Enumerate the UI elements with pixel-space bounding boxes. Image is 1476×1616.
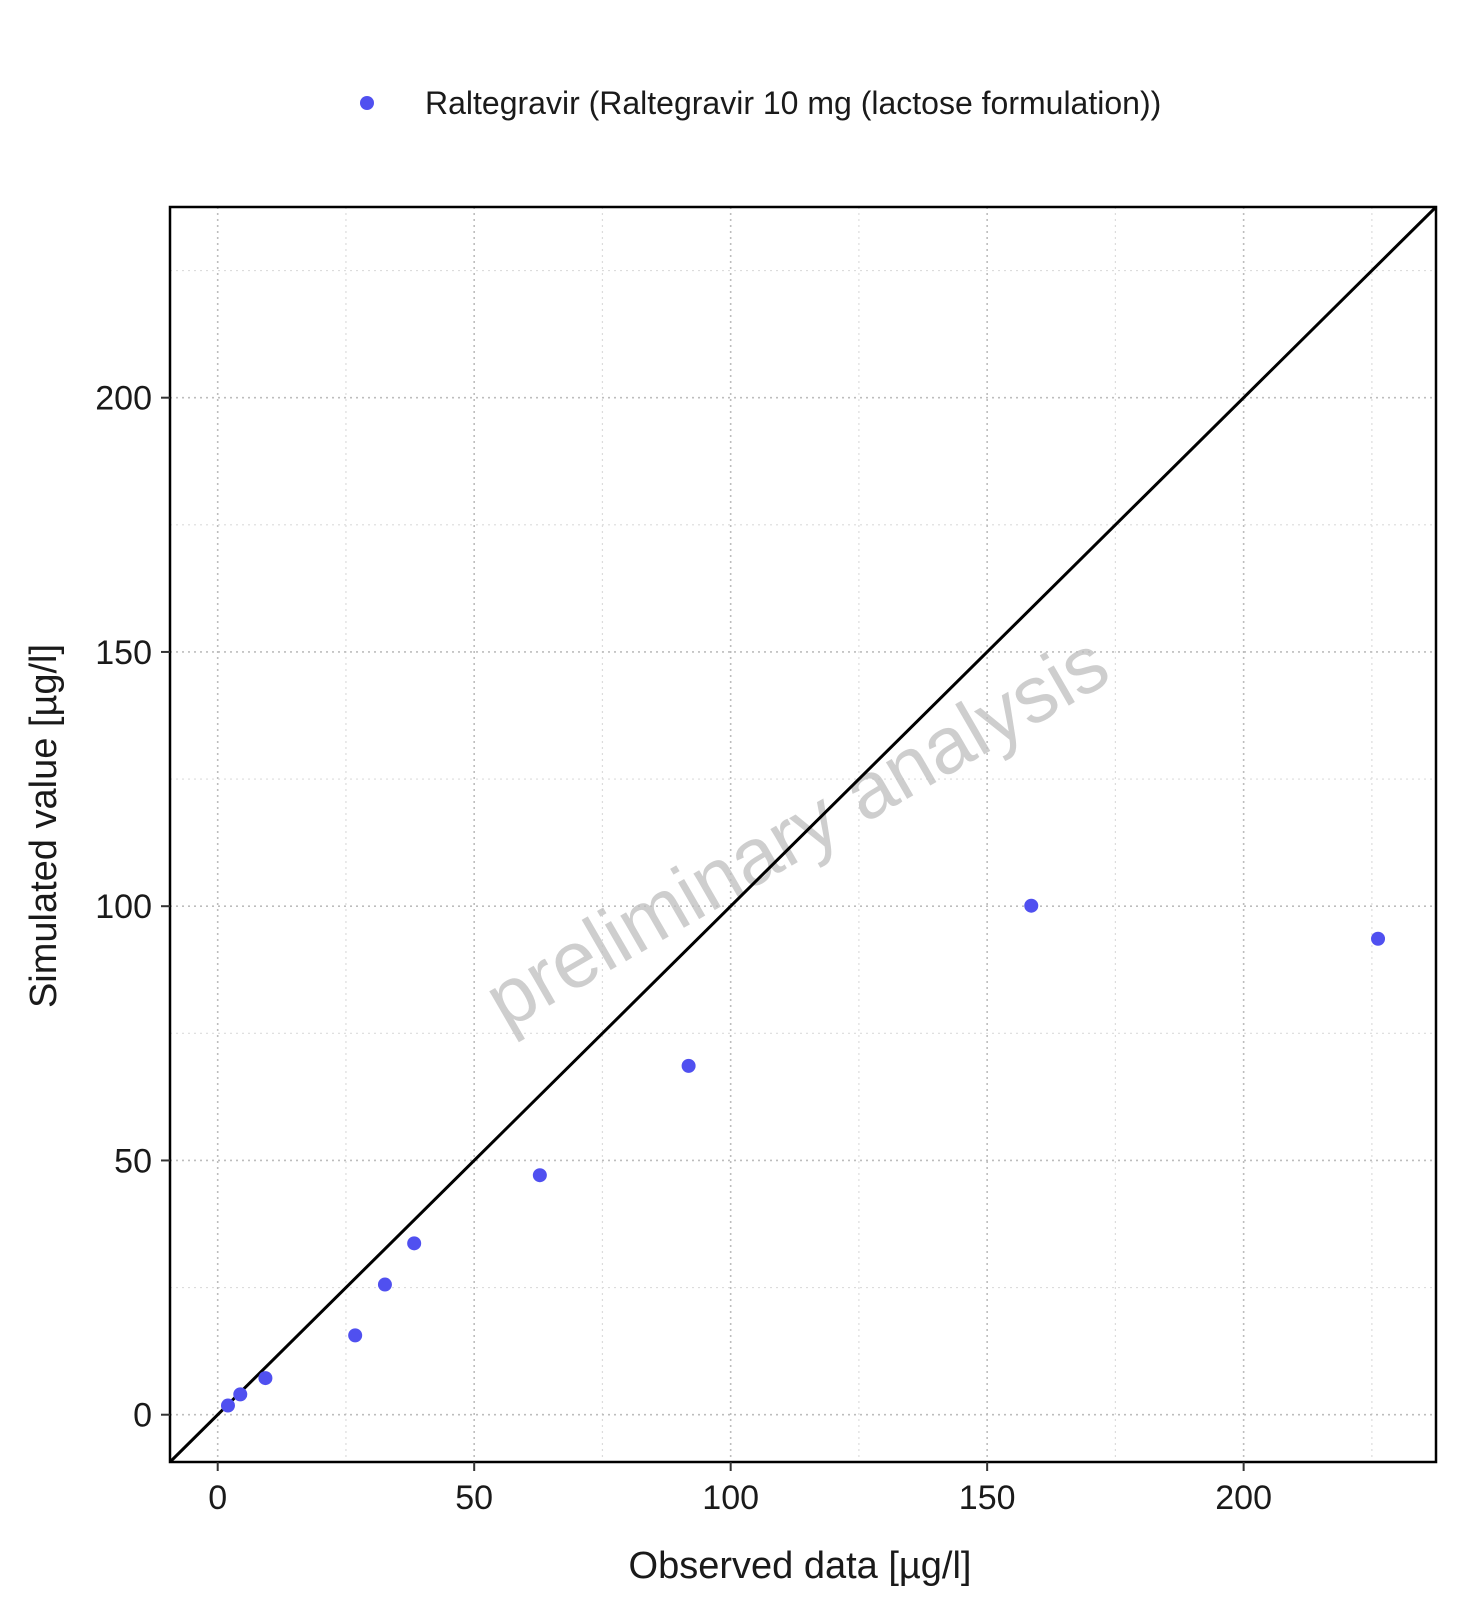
- y-axis-title: Simulated value [µg/l]: [23, 644, 65, 1008]
- data-point: [1024, 898, 1039, 913]
- data-point: [220, 1398, 235, 1413]
- grid-major: [170, 207, 1436, 1462]
- data-point: [348, 1328, 363, 1343]
- x-tick-label: 100: [702, 1479, 759, 1517]
- y-tick-label: 0: [133, 1397, 152, 1435]
- data-point: [1371, 931, 1386, 946]
- y-tick-label: 50: [114, 1142, 152, 1180]
- x-axis-ticks: 0 50 100 150 200: [208, 1462, 1272, 1517]
- data-point: [377, 1277, 392, 1292]
- x-tick-label: 0: [208, 1479, 227, 1517]
- y-axis-ticks: 0 50 100 150 200: [95, 380, 170, 1435]
- y-tick-label: 100: [95, 888, 152, 926]
- x-tick-label: 150: [959, 1479, 1016, 1517]
- data-point: [233, 1387, 248, 1402]
- data-point: [681, 1058, 696, 1073]
- x-axis-title: Observed data [µg/l]: [629, 1545, 972, 1587]
- y-tick-label: 200: [95, 380, 152, 418]
- data-points: [220, 898, 1386, 1413]
- data-point: [258, 1371, 273, 1386]
- plot-frame: [168, 205, 1438, 1464]
- legend-marker: [360, 96, 374, 110]
- watermark: preliminary analysis: [470, 617, 1123, 1045]
- data-point: [407, 1236, 422, 1251]
- legend-label: Raltegravir (Raltegravir 10 mg (lactose …: [425, 85, 1161, 121]
- data-point: [532, 1168, 547, 1183]
- x-tick-label: 50: [455, 1479, 493, 1517]
- y-tick-label: 150: [95, 634, 152, 672]
- x-tick-label: 200: [1215, 1479, 1272, 1517]
- legend: Raltegravir (Raltegravir 10 mg (lactose …: [360, 85, 1161, 121]
- identity-line: [168, 205, 1438, 1464]
